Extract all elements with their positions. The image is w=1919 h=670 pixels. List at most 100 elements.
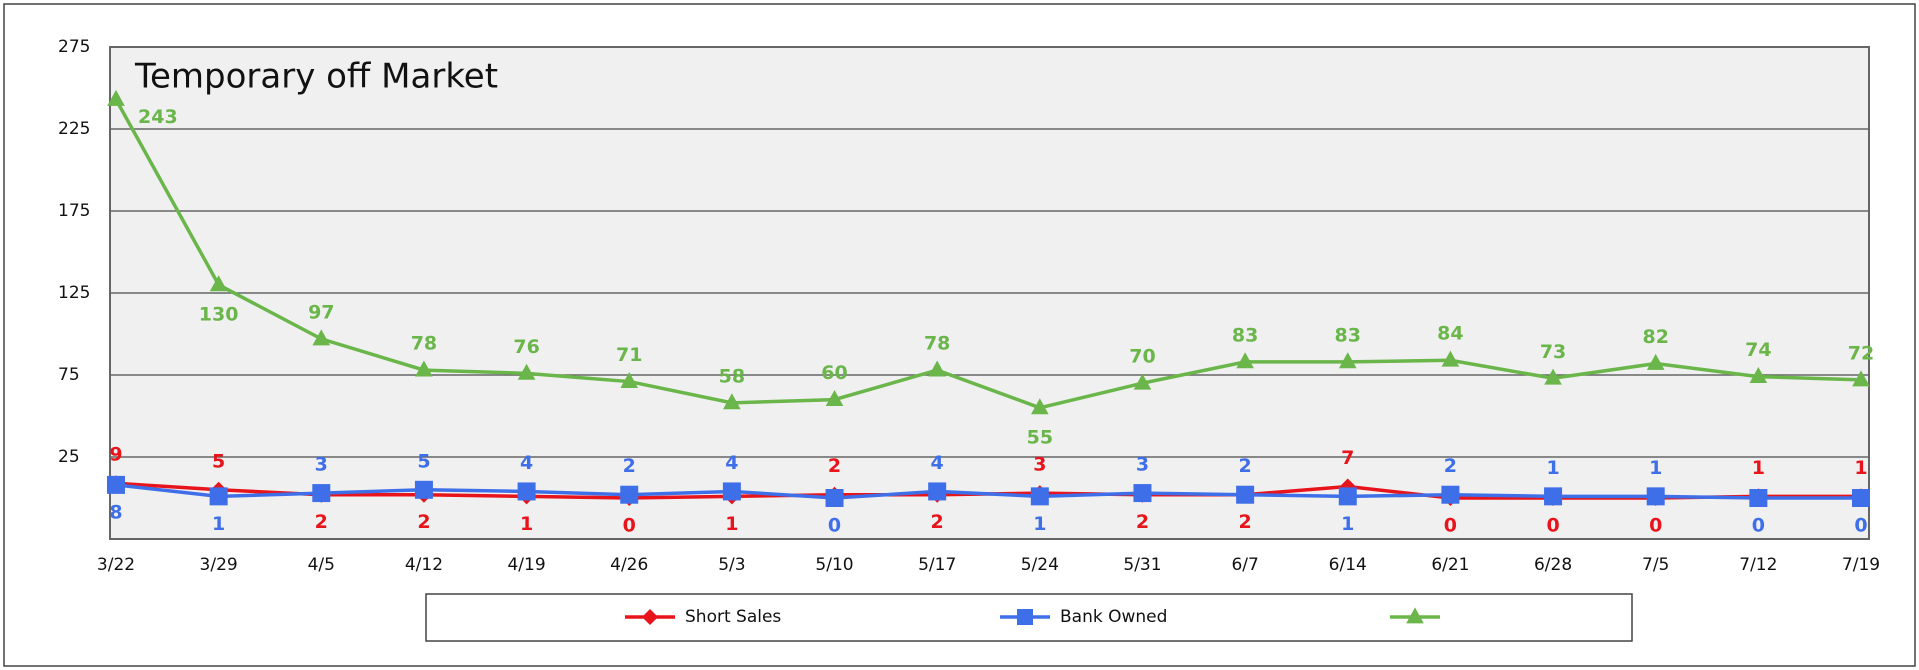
marker: [517, 482, 536, 501]
marker: [312, 329, 331, 346]
data-label: 1: [725, 513, 738, 535]
marker: [1441, 485, 1460, 504]
x-tick-label: 6/7: [1231, 555, 1258, 575]
data-label: 0: [1546, 515, 1559, 537]
data-label: 58: [719, 365, 745, 387]
x-tick-label: 4/5: [308, 555, 335, 575]
data-label: 1: [1033, 513, 1046, 535]
marker: [1749, 367, 1768, 384]
data-label: 84: [1437, 323, 1463, 345]
y-tick-label: 175: [58, 201, 90, 221]
data-label: 0: [828, 515, 841, 537]
marker: [928, 360, 946, 377]
data-label: 71: [616, 344, 642, 366]
chart-title: Temporary off Market: [134, 57, 498, 97]
marker: [928, 482, 947, 501]
marker: [415, 360, 433, 377]
data-label: 70: [1129, 346, 1155, 368]
marker: [517, 363, 536, 380]
legend-marker: [1017, 609, 1033, 625]
marker: [414, 480, 433, 499]
data-label: 130: [199, 303, 239, 325]
data-label: 1: [1341, 513, 1354, 535]
series-line: [115, 483, 1861, 500]
marker: [1852, 370, 1870, 387]
y-tick-label: 75: [58, 365, 80, 385]
data-label: 1: [520, 513, 533, 535]
marker: [723, 393, 741, 410]
data-label: 78: [411, 333, 437, 355]
x-tick-label: 3/29: [200, 555, 238, 575]
x-tick-label: 7/19: [1842, 555, 1880, 575]
data-label: 0: [1752, 515, 1765, 537]
marker: [1133, 373, 1152, 390]
marker: [312, 484, 331, 503]
y-tick-label: 275: [58, 37, 90, 57]
legend-marker: [642, 609, 658, 625]
marker: [209, 487, 228, 506]
marker: [825, 390, 844, 406]
data-label: 2: [1239, 511, 1252, 533]
data-label: 0: [1444, 515, 1457, 537]
data-label: 1: [1649, 457, 1662, 479]
data-label: 2: [1444, 455, 1457, 477]
marker: [1646, 487, 1665, 506]
marker: [1031, 398, 1049, 415]
marker: [107, 89, 125, 106]
data-label: 60: [821, 362, 847, 384]
data-label: 1: [1854, 457, 1867, 479]
data-label: 3: [1136, 454, 1149, 476]
data-label: 1: [212, 513, 225, 535]
data-label: 97: [308, 301, 334, 323]
marker: [1133, 484, 1152, 503]
marker: [1749, 489, 1768, 507]
data-label: 55: [1027, 426, 1053, 448]
x-tick-label: 7/5: [1642, 555, 1669, 575]
x-tick-label: 6/14: [1329, 555, 1367, 575]
series-line: [114, 98, 1862, 410]
data-label: 4: [520, 452, 533, 474]
data-label: 78: [924, 333, 950, 355]
y-tick-label: 125: [58, 283, 90, 303]
data-label: 73: [1540, 341, 1566, 363]
x-tick-label: 5/24: [1021, 555, 1059, 575]
data-label: 1: [1752, 457, 1765, 479]
data-label: 243: [138, 106, 178, 128]
data-label: 2: [623, 455, 636, 477]
x-tick-label: 5/3: [718, 555, 745, 575]
data-label: 3: [1033, 454, 1046, 476]
data-label: 2: [417, 511, 430, 533]
data-label: 1: [1546, 457, 1559, 479]
x-tick-label: 4/12: [405, 555, 443, 575]
marker: [1236, 485, 1255, 504]
x-tick-label: 4/26: [610, 555, 648, 575]
data-label: 83: [1232, 324, 1258, 346]
marker: [1544, 487, 1563, 506]
data-label: 5: [212, 450, 225, 472]
marker: [209, 275, 228, 292]
x-tick-label: 6/28: [1534, 555, 1572, 575]
data-label: 76: [513, 336, 539, 358]
x-tick-label: 3/22: [97, 555, 135, 575]
y-tick-label: 225: [58, 119, 90, 139]
marker: [1852, 489, 1870, 507]
marker: [1646, 353, 1665, 370]
data-label: 8: [109, 501, 122, 523]
legend-label: Short Sales: [685, 607, 781, 627]
data-label: 83: [1335, 324, 1361, 346]
x-tick-label: 7/12: [1739, 555, 1777, 575]
marker: [107, 475, 125, 494]
marker: [1338, 487, 1357, 506]
data-label: 0: [623, 515, 636, 537]
data-label: 4: [725, 452, 738, 474]
x-tick-label: 5/31: [1123, 555, 1161, 575]
data-label: 9: [109, 444, 122, 466]
data-label: 74: [1745, 339, 1771, 361]
data-label: 5: [417, 450, 430, 472]
marker: [620, 485, 639, 504]
marker: [722, 482, 741, 501]
data-label: 2: [315, 511, 328, 533]
y-tick-label: 25: [58, 447, 80, 467]
data-label: 0: [1854, 515, 1867, 537]
